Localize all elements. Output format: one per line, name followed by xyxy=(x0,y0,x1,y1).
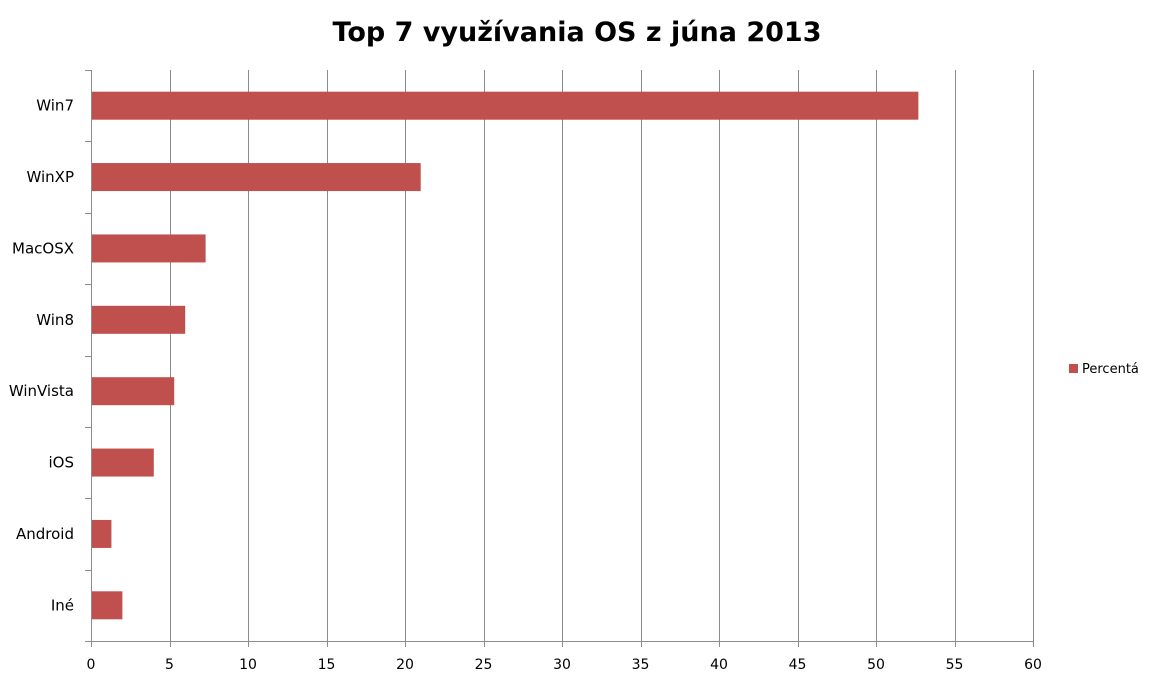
bars xyxy=(92,91,919,620)
legend-label: Percentá xyxy=(1082,362,1139,377)
x-tick-label: 55 xyxy=(946,657,964,673)
x-tick-label: 10 xyxy=(239,657,257,673)
x-tick-label: 15 xyxy=(318,657,336,673)
x-tick-label: 60 xyxy=(1024,657,1042,673)
bar-winxp xyxy=(92,163,421,192)
legend: Percentá xyxy=(1069,362,1139,377)
x-tick-label: 30 xyxy=(553,657,571,673)
x-tick-labels: 0 5 10 15 20 25 30 35 40 45 50 55 60 xyxy=(87,657,1042,673)
axes xyxy=(85,70,1034,647)
category-label-iné: Iné xyxy=(51,596,74,614)
bar-win7 xyxy=(92,91,919,120)
bar-ios xyxy=(92,448,154,477)
bar-macosx xyxy=(92,234,206,263)
x-tick-label: 20 xyxy=(396,657,414,673)
x-tick-label: 35 xyxy=(632,657,650,673)
legend-swatch xyxy=(1069,364,1078,373)
x-tick-label: 40 xyxy=(710,657,728,673)
category-label-win7: Win7 xyxy=(36,97,74,115)
x-tick-label: 50 xyxy=(867,657,885,673)
category-label-android: Android xyxy=(16,525,74,543)
x-tick-label: 5 xyxy=(165,657,174,673)
x-tick-label: 25 xyxy=(475,657,493,673)
bar-winvista xyxy=(92,377,175,406)
category-label-ios: iOS xyxy=(49,454,75,472)
x-tick-label: 0 xyxy=(87,657,96,673)
chart-title: Top 7 využívania OS z júna 2013 xyxy=(333,17,822,48)
category-label-win8: Win8 xyxy=(36,311,74,329)
category-label-winvista: WinVista xyxy=(9,382,74,400)
category-label-winxp: WinXP xyxy=(27,168,75,186)
bar-win8 xyxy=(92,305,186,334)
category-labels: Win7 WinXP MacOSX Win8 WinVista iOS Android Iné xyxy=(9,97,74,615)
x-tick-label: 45 xyxy=(789,657,807,673)
bar-iné xyxy=(92,591,123,620)
category-label-macosx: MacOSX xyxy=(12,239,74,257)
bar-android xyxy=(92,519,112,548)
gridlines xyxy=(170,70,1034,641)
